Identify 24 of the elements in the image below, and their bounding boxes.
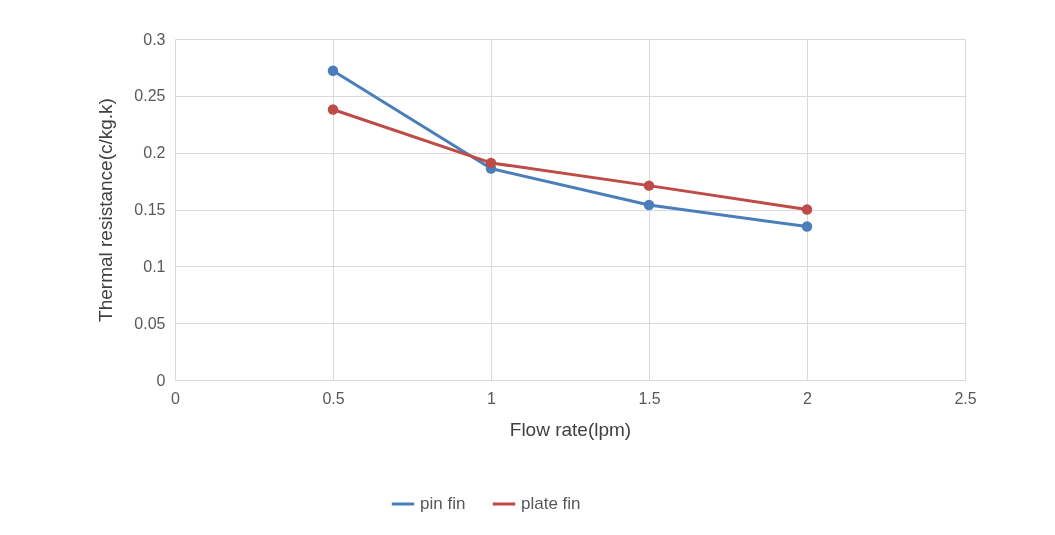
x-axis-title: Flow rate(lpm) (509, 418, 632, 440)
x-tick-label: 0 (171, 389, 181, 407)
y-tick-label: 0.25 (134, 87, 166, 105)
y-tick-label: 0.1 (143, 257, 166, 275)
y-tick-label: 0.3 (143, 30, 166, 48)
x-tick-label: 1 (487, 389, 497, 407)
point (327, 104, 339, 115)
y-tick-label: 0.2 (143, 144, 166, 162)
point (801, 204, 813, 215)
x-tick-label: 2 (803, 389, 813, 407)
x-tick-label: 1.5 (638, 389, 661, 407)
x-tick-label: 0.5 (322, 389, 345, 407)
legend-label: plate fin (521, 494, 581, 513)
point (801, 221, 813, 232)
point (485, 157, 497, 169)
y-tick-label: 0.05 (134, 314, 166, 332)
y-tick-label: 0.15 (134, 201, 166, 218)
point (643, 180, 655, 191)
y-tick-label: 0 (156, 371, 166, 389)
point (643, 199, 655, 211)
y-axis-title: Thermal resistance(c/kg.k) (95, 98, 117, 322)
point (327, 65, 339, 77)
x-tick-label: 2.5 (954, 389, 977, 407)
legend-label: pin fin (420, 494, 466, 513)
